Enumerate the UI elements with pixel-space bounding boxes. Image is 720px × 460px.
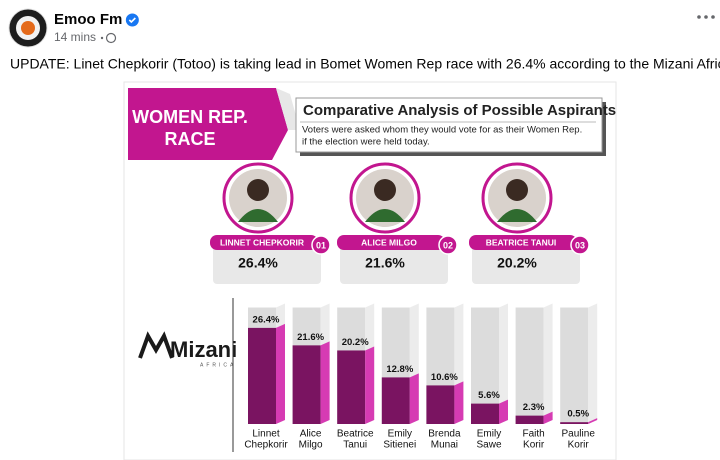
verified-check [128,17,136,24]
value-label: 0.5% [567,409,589,420]
x-tick-label: Milgo [299,440,323,451]
x-tick-label: Pauline [562,429,596,440]
bar [248,327,276,424]
share: 20.2% [497,255,537,271]
bar [337,350,366,424]
logo-mark [138,331,174,359]
menu-button[interactable] [697,15,715,19]
logo-sub: AFRICA [200,362,236,368]
logo-text: Mizani [170,337,237,362]
share: 26.4% [238,255,278,271]
menu-dot [711,15,715,19]
rank-badge [311,235,331,255]
bar-side [365,346,375,424]
bar-side [588,418,598,424]
photo-body [365,209,405,222]
x-tick-label: Sitienei [383,440,416,451]
subtitle-line: Voters were asked whom they would vote f… [302,125,582,136]
value-label: 20.2% [342,337,369,348]
photo-head [506,179,528,201]
logo: Mizani AFRICA [138,331,237,368]
privacy-icon[interactable] [105,32,117,44]
x-tick-label: Chepkorir [244,440,288,451]
x-tick-label: Faith [522,429,544,440]
menu-dot [697,15,701,19]
separator [100,36,104,40]
x-tick-label: Korir [568,440,590,451]
bar [515,415,544,424]
timestamp[interactable]: 14 mins [54,30,96,44]
bar-side [454,381,464,424]
x-tick-label: Brenda [428,429,461,440]
subtitle-line: if the election were held today. [302,137,430,148]
title-box [295,97,603,153]
candidate-name: ALICE MILGO [361,237,417,247]
name-tag [337,235,445,250]
value-label: 10.6% [431,372,458,383]
menu-dot [704,15,708,19]
rank: 01 [316,240,326,250]
banner [128,88,288,160]
post-text: UPDATE: Linet Chepkorir (Totoo) is takin… [10,56,720,72]
bar-side [543,411,553,424]
photo-head [247,179,269,201]
x-tick-label: Sawe [476,440,501,451]
bar-background-side [543,303,553,424]
title: Comparative Analysis of Possible Aspiran… [303,102,616,119]
rank-badge [438,235,458,255]
x-tick-label: Alice [300,429,322,440]
bar-side [320,341,330,424]
rank-badge [570,235,590,255]
bar-background [515,307,544,424]
bar [426,385,455,424]
x-tick-label: Korir [523,440,545,451]
value-label: 5.6% [478,390,500,401]
bar [292,345,321,424]
candidate-name: BEATRICE TANUI [486,237,557,247]
name-tag [469,235,577,250]
x-tick-label: Beatrice [337,429,374,440]
bar-side [499,399,508,424]
value-label: 2.3% [523,402,545,413]
share-box [340,246,448,284]
bar-background-side [499,303,508,424]
share: 21.6% [365,255,405,271]
bar [381,377,410,424]
bar [471,403,499,424]
bar-side [276,323,285,424]
author[interactable]: Emoo Fm [54,11,122,28]
share-box [213,246,321,284]
value-label: 26.4% [253,314,280,325]
photo-body [497,209,537,222]
rank: 02 [443,240,453,250]
banner-line: RACE [164,129,215,149]
bar-background-side [588,303,598,424]
x-tick-label: Munai [431,440,458,451]
bar [560,422,589,424]
candidate-name: LINNET CHEPKORIR [220,237,304,247]
infographic[interactable]: WOMEN REP. RACE Comparative Analysis of … [123,81,617,460]
photo-head [374,179,396,201]
x-tick-label: Emily [477,429,501,440]
x-tick-label: Emily [388,429,412,440]
value-label: 21.6% [297,332,324,343]
x-tick-label: Tanui [343,440,367,451]
photo-body [238,209,278,222]
share-box [472,246,580,284]
banner-fold [276,88,300,130]
bar-background [560,307,589,424]
bar-side [409,373,419,424]
x-tick-label: Linnet [252,429,279,440]
rank: 03 [575,240,585,250]
banner-line: WOMEN REP. [132,107,248,127]
avatar-logo-dot [21,21,35,35]
name-tag [210,235,318,250]
value-label: 12.8% [386,364,413,375]
